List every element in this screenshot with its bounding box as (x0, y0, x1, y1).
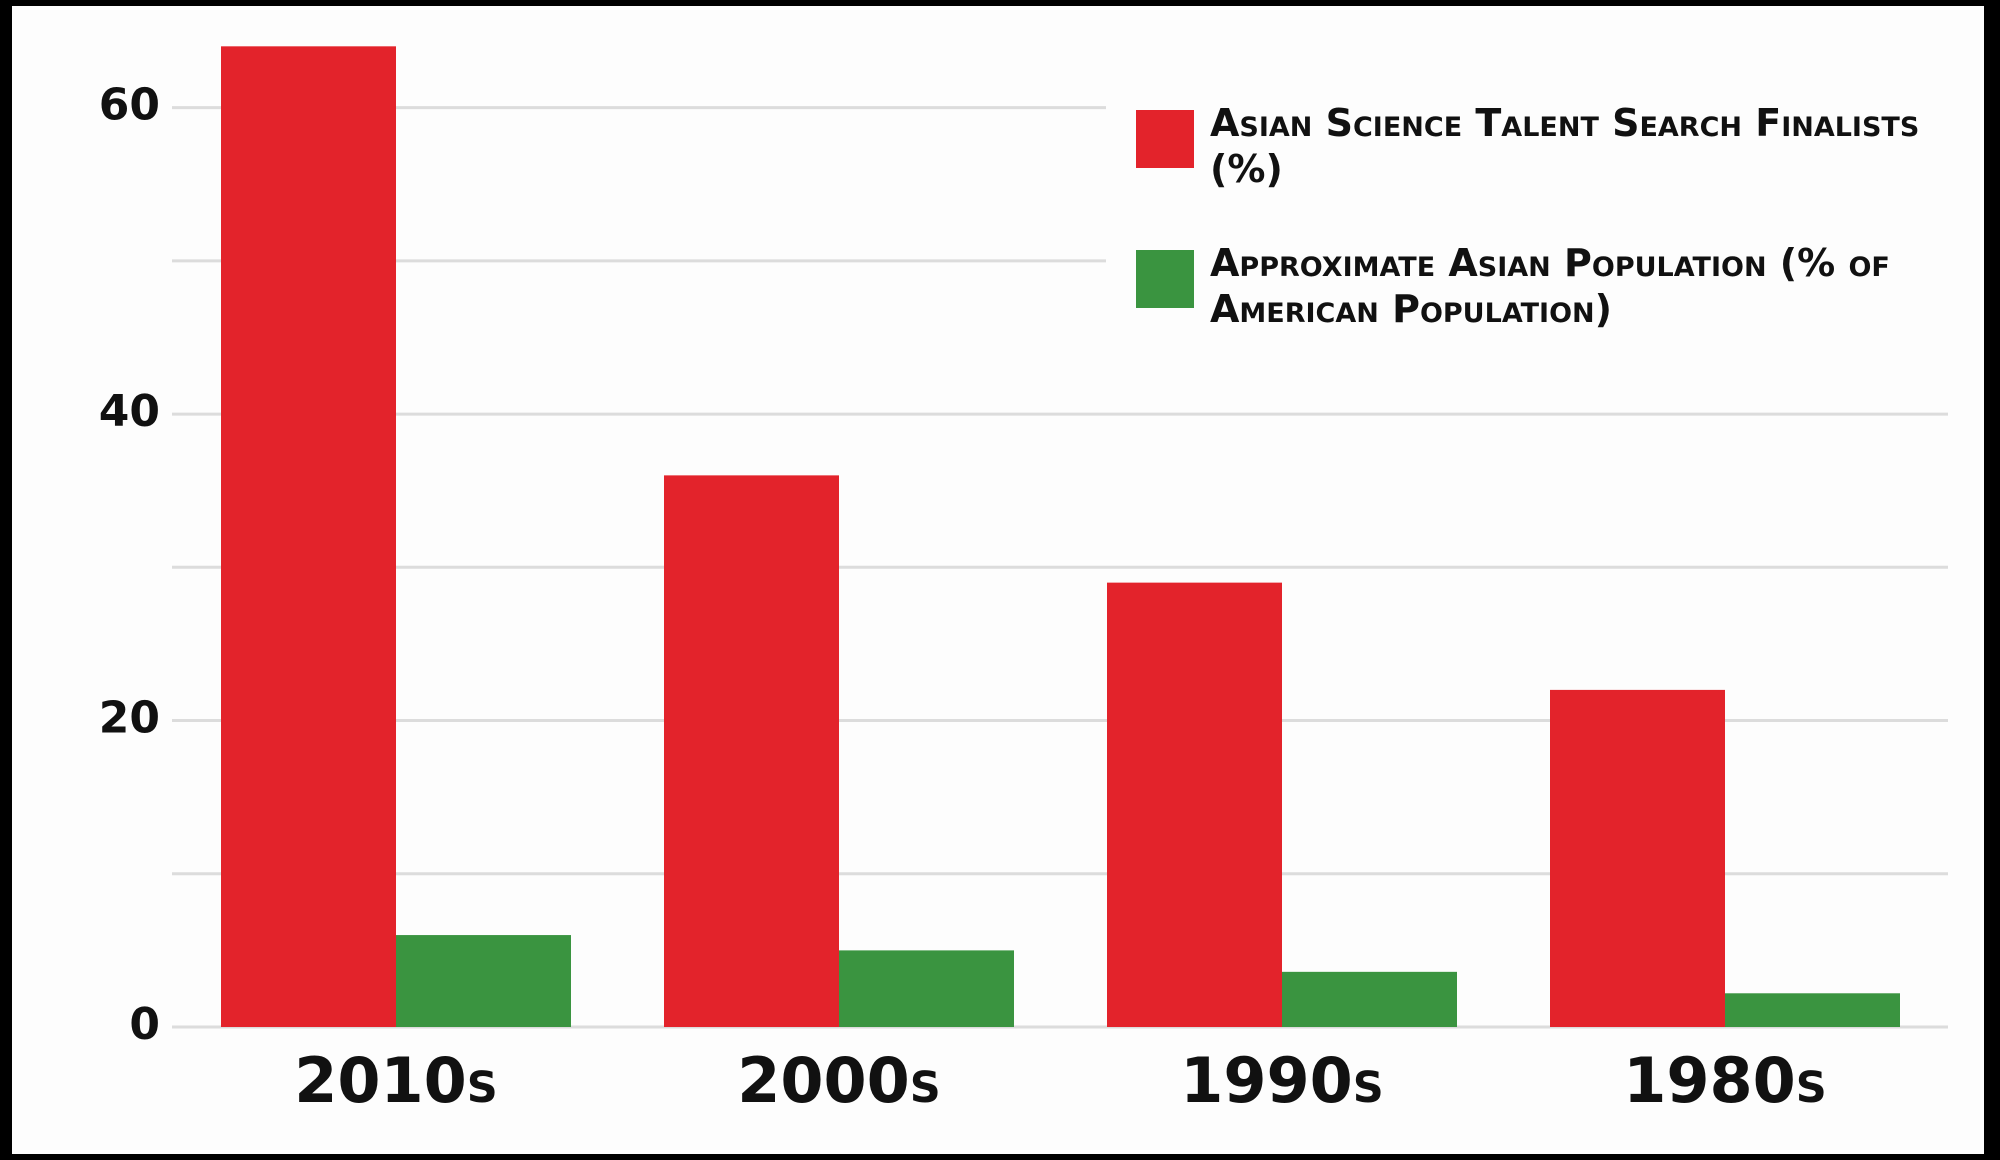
legend-swatch (1136, 110, 1194, 168)
legend: Asian Science Talent Search Finalists (%… (1106, 80, 1960, 352)
y-tick-label: 0 (129, 999, 160, 1050)
bar (1725, 993, 1900, 1027)
x-tick-label: 1990s (1180, 1044, 1384, 1117)
bar (1107, 582, 1282, 1027)
bar (839, 950, 1014, 1027)
y-tick-label: 20 (99, 693, 160, 744)
bar (1550, 689, 1725, 1027)
legend-label: Asian Science Talent Search Finalists (%… (1210, 101, 1920, 191)
bar (1282, 971, 1457, 1027)
bar (221, 46, 396, 1028)
bar (396, 935, 571, 1027)
x-tick-label: 2010s (294, 1044, 498, 1117)
legend-item: Approximate Asian Population (% of Ameri… (1136, 240, 1930, 332)
x-tick-label: 2000s (737, 1044, 941, 1117)
y-tick-label: 40 (99, 386, 160, 437)
legend-swatch (1136, 250, 1194, 308)
x-tick-label: 1980s (1623, 1044, 1827, 1117)
y-tick-label: 60 (99, 80, 160, 131)
legend-label: Approximate Asian Population (% of Ameri… (1210, 241, 1890, 331)
legend-item: Asian Science Talent Search Finalists (%… (1136, 100, 1930, 192)
bar (664, 475, 839, 1027)
